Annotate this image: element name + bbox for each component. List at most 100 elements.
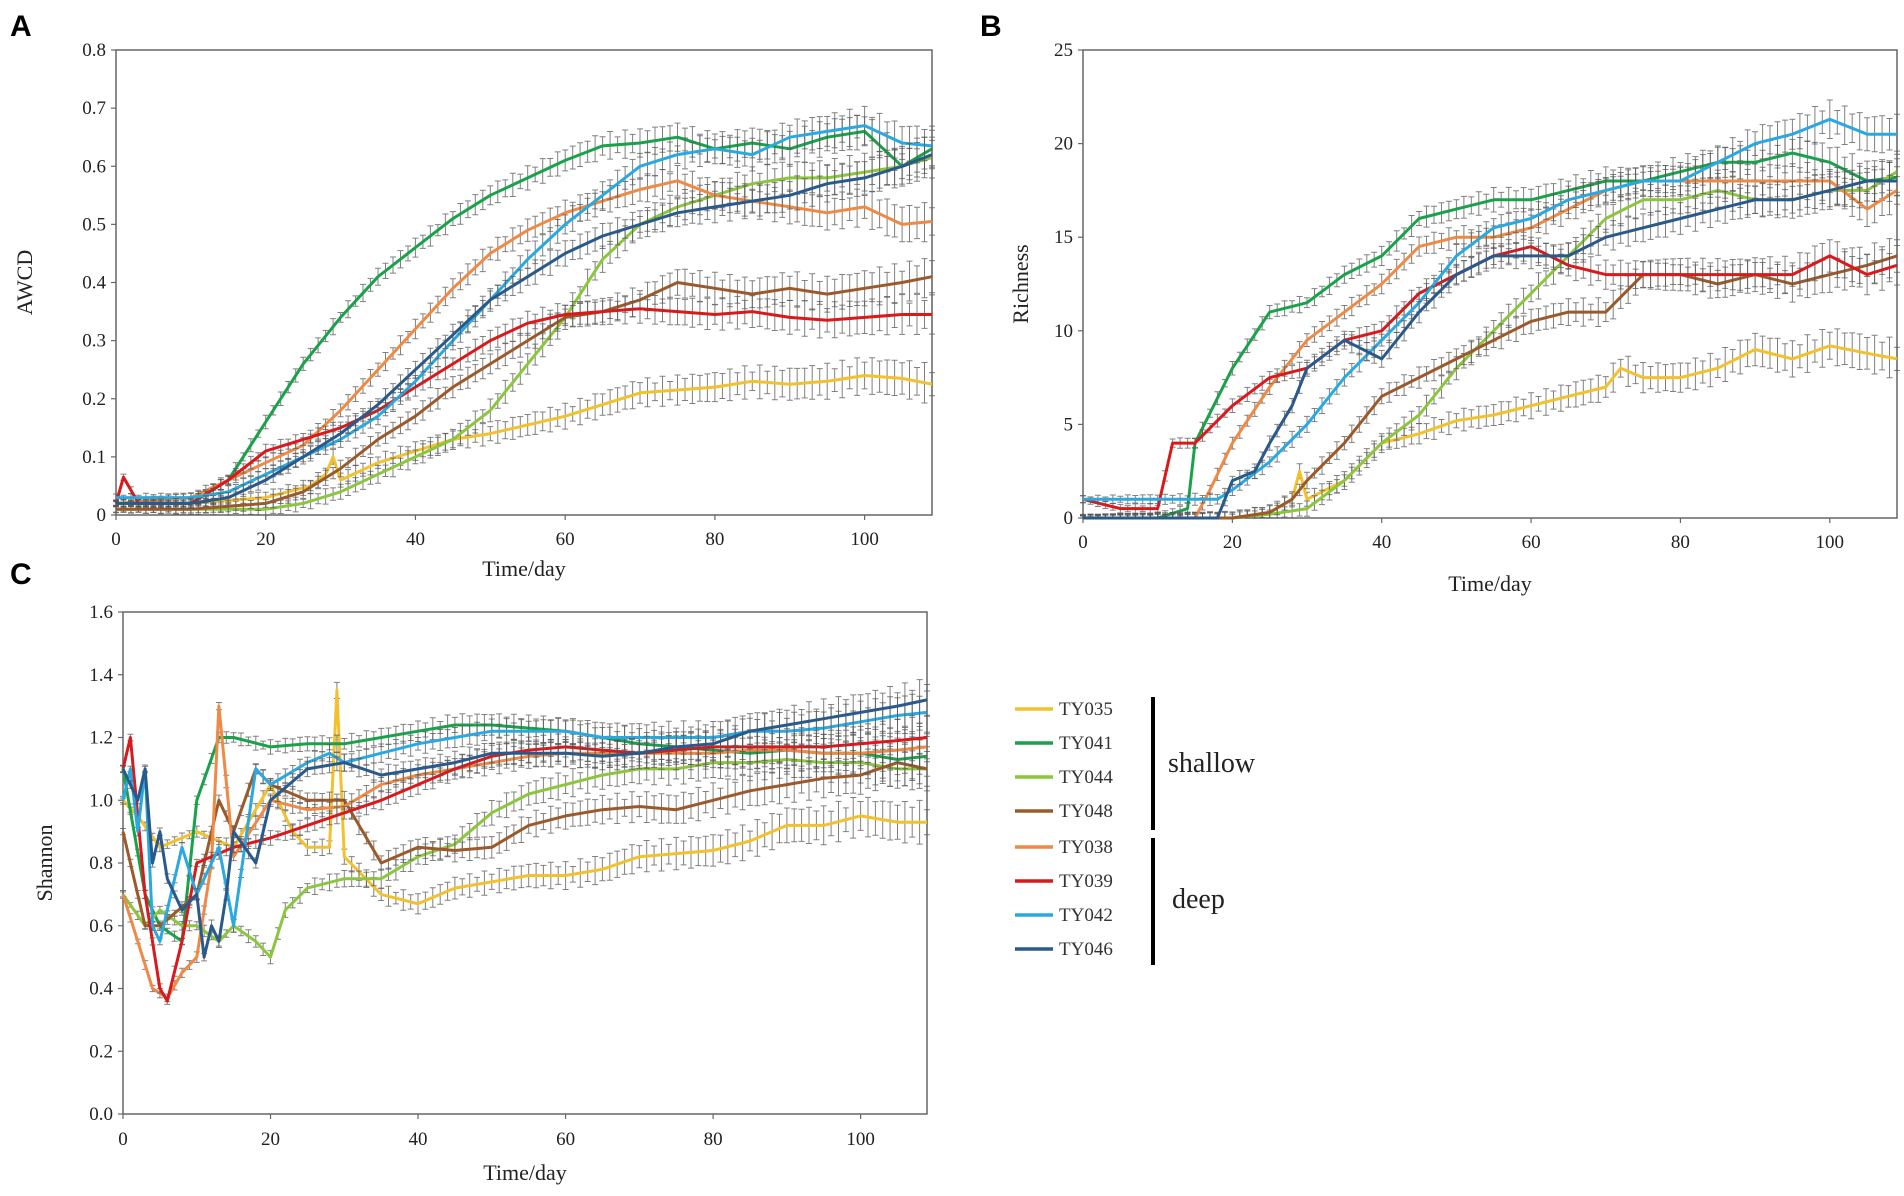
y-tick-label: 1.0 bbox=[89, 790, 113, 811]
x-axis-label: Time/day bbox=[1448, 571, 1532, 596]
legend-label: TY044 bbox=[1059, 767, 1113, 788]
legend-label: TY038 bbox=[1059, 837, 1113, 858]
series-ty038 bbox=[113, 165, 935, 508]
x-axis-label: Time/day bbox=[483, 1160, 567, 1185]
panel-letter-a: A bbox=[10, 10, 32, 43]
legend-label: TY046 bbox=[1059, 939, 1113, 960]
series-line-ty039 bbox=[1082, 245, 1898, 511]
x-tick-label: 40 bbox=[1372, 532, 1391, 553]
y-tick-label: 0.5 bbox=[82, 214, 106, 235]
series-ty046 bbox=[1080, 160, 1900, 520]
series-line-ty046 bbox=[116, 153, 933, 505]
legend-item-ty042: TY042 bbox=[1015, 905, 1113, 926]
y-tick-label: 0.1 bbox=[82, 447, 106, 468]
error-bars-ty039 bbox=[1080, 235, 1900, 515]
x-tick-label: 60 bbox=[1522, 532, 1541, 553]
legend-item-ty039: TY039 bbox=[1015, 871, 1113, 892]
x-axis-label: Time/day bbox=[482, 556, 566, 581]
x-tick-label: 0 bbox=[1078, 532, 1088, 553]
series-line-ty042 bbox=[1083, 117, 1897, 501]
y-tick-label: 0 bbox=[1064, 508, 1074, 529]
y-tick-label: 1.4 bbox=[89, 665, 113, 686]
y-tick-label: 0.2 bbox=[89, 1041, 113, 1062]
y-tick-label: 0.2 bbox=[82, 389, 106, 410]
series-line-ty046 bbox=[121, 698, 928, 959]
y-tick-label: 15 bbox=[1054, 227, 1073, 248]
x-tick-label: 100 bbox=[846, 1129, 875, 1150]
x-tick-label: 20 bbox=[1223, 532, 1242, 553]
series-line-ty035 bbox=[116, 374, 933, 505]
series-line-ty046 bbox=[1083, 179, 1897, 520]
legend-item-ty048: TY048 bbox=[1015, 801, 1113, 822]
series-ty039 bbox=[1080, 235, 1900, 515]
legend: TY035 TY041 TY044 TY048 TY038 TY039 TY042 TY046… bbox=[1015, 697, 1256, 965]
error-bars-ty038 bbox=[113, 165, 935, 508]
x-tick-label: 20 bbox=[256, 529, 275, 550]
series-line-ty048 bbox=[1083, 254, 1898, 520]
legend-item-ty041: TY041 bbox=[1015, 733, 1113, 754]
legend-label: TY035 bbox=[1059, 699, 1113, 720]
series-line-ty042 bbox=[116, 124, 933, 500]
series-line-ty048 bbox=[121, 761, 928, 928]
legend-item-ty038: TY038 bbox=[1015, 837, 1113, 858]
legend-label: TY048 bbox=[1059, 801, 1113, 822]
series-line-ty044 bbox=[121, 758, 927, 959]
legend-label: TY041 bbox=[1059, 733, 1113, 754]
panel-letter-b: B bbox=[980, 10, 1002, 43]
x-tick-label: 0 bbox=[111, 529, 121, 550]
y-tick-label: 0.6 bbox=[82, 156, 106, 177]
series-line-ty038 bbox=[115, 179, 933, 505]
y-axis-label: Shannon bbox=[32, 825, 57, 902]
y-tick-label: 0.8 bbox=[89, 853, 113, 874]
error-bar-set bbox=[113, 165, 935, 508]
panel-letter-c: C bbox=[10, 558, 32, 591]
error-bar-set bbox=[1080, 235, 1900, 515]
chart-shannon: 0.0 0.2 0.4 0.6 0.8 1.0 1.2 1.4 1.6 0 20 40 60 80 100 T… bbox=[32, 602, 930, 1185]
y-tick-label: 25 bbox=[1054, 40, 1073, 61]
x-tick-label: 100 bbox=[850, 529, 879, 550]
y-tick-label: 0.4 bbox=[82, 273, 106, 294]
plot-area-frame bbox=[115, 49, 933, 516]
y-tick-label: 10 bbox=[1054, 321, 1073, 342]
x-tick-label: 100 bbox=[1816, 532, 1845, 553]
series-ty046 bbox=[113, 136, 935, 509]
legend-item-ty035: TY035 bbox=[1015, 699, 1113, 720]
x-tick-label: 20 bbox=[261, 1129, 280, 1150]
series-line-ty039 bbox=[114, 307, 932, 505]
x-tick-label: 40 bbox=[406, 529, 425, 550]
x-tick-label: 80 bbox=[1671, 532, 1690, 553]
chart-richness: 0 5 10 15 20 25 0 20 40 60 80 100 Time/day Richness bbox=[1008, 40, 1900, 596]
x-tick-label: 80 bbox=[704, 1129, 723, 1150]
series-line-ty038 bbox=[121, 704, 928, 1000]
legend-item-ty044: TY044 bbox=[1015, 767, 1113, 788]
y-axis-label: Richness bbox=[1008, 244, 1033, 323]
series-ty046 bbox=[120, 679, 930, 962]
x-tick-label: 0 bbox=[118, 1129, 128, 1150]
legend-label: TY039 bbox=[1059, 871, 1113, 892]
y-tick-label: 20 bbox=[1054, 134, 1073, 155]
x-tick-label: 60 bbox=[556, 1129, 575, 1150]
legend-group-shallow: shallow bbox=[1168, 748, 1256, 779]
y-axis-label: AWCD bbox=[12, 250, 37, 315]
y-tick-label: 0.4 bbox=[89, 979, 113, 1000]
series-line-ty041 bbox=[116, 129, 933, 505]
series-line-ty041 bbox=[1083, 151, 1898, 520]
x-tick-label: 40 bbox=[409, 1129, 428, 1150]
y-tick-label: 0.0 bbox=[89, 1104, 113, 1125]
y-tick-label: 0.8 bbox=[82, 40, 106, 61]
y-tick-label: 0.7 bbox=[82, 98, 106, 119]
y-tick-label: 1.6 bbox=[89, 602, 113, 623]
series-line-ty035 bbox=[121, 688, 927, 906]
plot-area-frame bbox=[1082, 49, 1898, 519]
series-ty039 bbox=[113, 293, 935, 509]
legend-item-ty046: TY046 bbox=[1015, 939, 1113, 960]
y-tick-label: 1.2 bbox=[89, 728, 113, 749]
y-tick-label: 0 bbox=[97, 505, 107, 526]
legend-group-deep: deep bbox=[1172, 884, 1225, 915]
y-tick-label: 0.6 bbox=[89, 916, 113, 937]
y-tick-label: 5 bbox=[1064, 414, 1074, 435]
series-line-ty044 bbox=[1083, 170, 1898, 520]
y-tick-label: 0.3 bbox=[82, 331, 106, 352]
chart-awcd: 0 0.1 0.2 0.3 0.4 0.5 0.6 0.7 0.8 0 20 40 60 80 100 Tim… bbox=[12, 40, 935, 581]
